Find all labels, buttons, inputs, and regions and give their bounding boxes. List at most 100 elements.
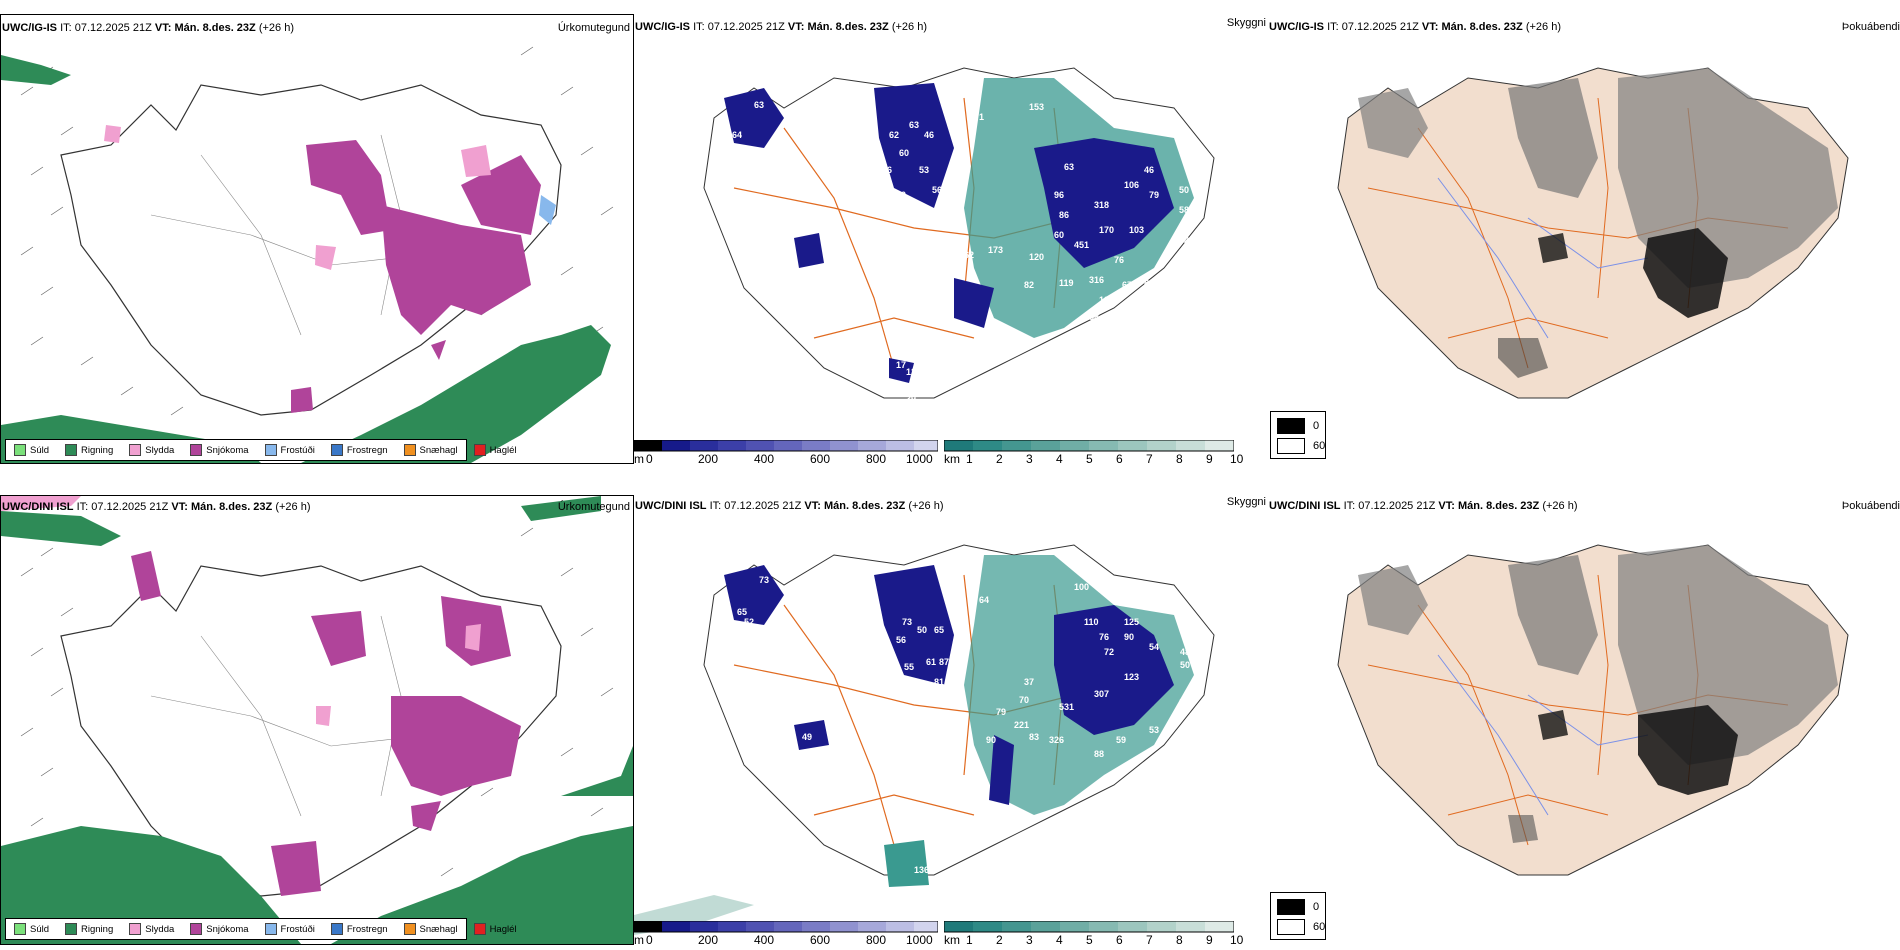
ceiling-label: 34 xyxy=(1070,348,1080,358)
ceiling-label: 96 xyxy=(1054,190,1064,200)
ceiling-label: 86 xyxy=(1059,210,1069,220)
cbar-segment xyxy=(830,440,858,451)
it-label: IT: xyxy=(76,501,89,513)
fog-value-0: 0 xyxy=(1313,420,1320,432)
ceiling-label: 451 xyxy=(1074,240,1089,250)
cbar-segment xyxy=(746,440,774,451)
fog-map-canvas xyxy=(1337,67,1849,399)
it-label: IT: xyxy=(1327,21,1339,33)
ceiling-label: 71 xyxy=(974,112,984,122)
legend-label: Rigning xyxy=(81,923,114,935)
legend-item: Snjókoma xyxy=(190,923,249,935)
visibility-tick: 5 xyxy=(1086,933,1093,947)
header-row1-ceiling: UWC/IG-IS IT: 07.12.2025 21Z VT: Mán. 8.… xyxy=(635,21,927,33)
ceiling-label: 62 xyxy=(964,250,974,260)
cbar-segment xyxy=(973,921,1002,932)
cbar-segment xyxy=(746,921,774,932)
cbar-segment xyxy=(774,921,802,932)
cbar-segment xyxy=(914,440,938,451)
wind-barbs xyxy=(20,527,614,877)
legend-swatch xyxy=(14,923,26,935)
legend-item: Súld xyxy=(14,923,49,935)
ceiling-label: 59 xyxy=(949,265,959,275)
cbar-segment xyxy=(914,921,938,932)
header-row2-fog: UWC/DINI ISL IT: 07.12.2025 21Z VT: Mán.… xyxy=(1269,500,1578,512)
visibility-tick: 9 xyxy=(1206,452,1213,466)
snow-area xyxy=(311,611,366,666)
ceiling-tick: 800 xyxy=(866,933,887,947)
visibility-tick: 4 xyxy=(1056,933,1063,947)
legend-swatch xyxy=(473,923,486,935)
ceiling-label: 120 xyxy=(906,367,921,377)
legend-swatch xyxy=(65,444,78,456)
fog-legend-row: 0 xyxy=(1277,418,1319,434)
ceiling-label: 17 xyxy=(896,360,906,370)
fog-legend-row: 0 xyxy=(1277,899,1319,915)
cbar-segment xyxy=(802,921,830,932)
panel-title-ceiling: Skyggni xyxy=(1226,496,1266,508)
ceiling-label: 55 xyxy=(904,662,914,672)
it-value: 07.12.2025 21Z xyxy=(707,21,785,33)
ceiling-label: 123 xyxy=(1124,672,1139,682)
vt-value: Mán. 8.des. 23Z xyxy=(823,500,906,512)
panel-title-precip: Úrkomutegund xyxy=(557,501,630,513)
ceiling-label: 136 xyxy=(914,865,929,875)
ceiling-label: 56 xyxy=(896,635,906,645)
lead-time: (+26 h) xyxy=(275,501,311,513)
vt-label: VT: xyxy=(787,21,805,33)
ceiling-label: 76 xyxy=(1114,255,1124,265)
cbar-segment xyxy=(973,440,1002,451)
ceiling-label: 83 xyxy=(1144,278,1154,288)
vt-label: VT: xyxy=(1421,21,1439,33)
legend-label: Slydda xyxy=(145,444,175,456)
model-name: UWC/DINI ISL xyxy=(2,501,74,513)
legend-swatch xyxy=(403,923,416,935)
precip-legend: Súld Rigning Slydda Snjókoma Frostúði Fr… xyxy=(5,439,517,461)
cbar-segment xyxy=(858,440,886,451)
it-value: 07.12.2025 21Z xyxy=(724,500,802,512)
cbar-segment xyxy=(1002,440,1031,451)
ceiling-label: 79 xyxy=(996,707,1006,717)
visibility-tick: 5 xyxy=(1086,452,1093,466)
ceiling-label: 76 xyxy=(1099,632,1109,642)
vt-value: Mán. 8.des. 23Z xyxy=(807,21,889,33)
ceiling-label: 83 xyxy=(1029,732,1039,742)
ceiling-label: 119 xyxy=(1059,278,1074,288)
legend-label: Súld xyxy=(30,923,50,935)
ceiling-label: 70 xyxy=(1019,695,1029,705)
ceiling-label: 318 xyxy=(1094,200,1109,210)
ceiling-colorbar xyxy=(634,440,938,452)
cbar-segment xyxy=(858,921,886,932)
legend-label: Súld xyxy=(30,444,50,456)
ceiling-label: 39 xyxy=(744,160,754,170)
row-1: UWC/IG-IS IT: 07.12.2025 21Z VT: Mán. 8.… xyxy=(0,14,1900,466)
cbar-segment xyxy=(944,921,973,932)
fog-value-0: 0 xyxy=(1313,901,1320,913)
legend-item: Frostregn xyxy=(330,444,388,456)
legend-swatch xyxy=(473,444,486,456)
ceiling-colorbar xyxy=(634,921,938,933)
lead-time: (+26 h) xyxy=(258,22,294,34)
ceiling-label: 221 xyxy=(1014,720,1029,730)
ceiling-label: 53 xyxy=(919,165,929,175)
model-name: UWC/DINI ISL xyxy=(1269,500,1341,512)
cbar-segment xyxy=(1089,921,1118,932)
ceiling-label: 60 xyxy=(896,190,906,200)
panel-title-fog: Þokuábendi xyxy=(1841,500,1900,512)
ceiling-label: 79 xyxy=(1149,190,1159,200)
ceiling-label: 307 xyxy=(1094,689,1109,699)
legend-item: Haglél xyxy=(473,444,517,456)
it-label: IT: xyxy=(709,500,722,512)
visibility-unit: km xyxy=(944,452,960,466)
cbar-segment xyxy=(662,440,690,451)
row-2: UWC/DINI ISL IT: 07.12.2025 21Z VT: Mán.… xyxy=(0,475,1900,950)
ceiling-tick: 0 xyxy=(646,452,653,466)
header-row1-fog: UWC/IG-IS IT: 07.12.2025 21Z VT: Mán. 8.… xyxy=(1269,21,1561,33)
legend-swatch xyxy=(330,444,343,456)
visibility-tick: 9 xyxy=(1206,933,1213,947)
legend-item: Frostregn xyxy=(330,923,388,935)
vt-label: VT: xyxy=(154,22,172,34)
model-name: UWC/IG-IS xyxy=(2,22,57,34)
precip-legend: Súld Rigning Slydda Snjókoma Frostúði Fr… xyxy=(5,918,517,940)
vt-label: VT: xyxy=(171,501,188,513)
